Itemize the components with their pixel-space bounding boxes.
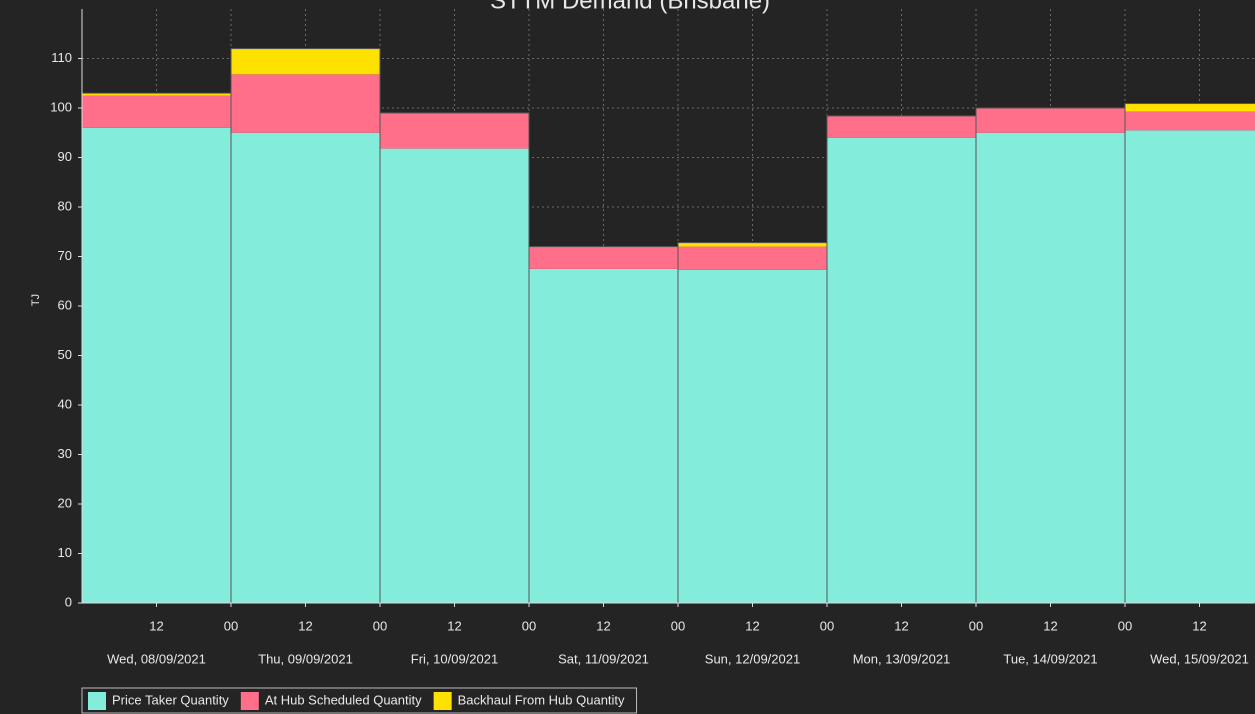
x-tick-label: 12 — [447, 618, 461, 633]
bar-segment — [82, 93, 231, 96]
bar-segment — [380, 112, 529, 149]
x-tick-label: 00 — [969, 618, 983, 633]
y-tick-label: 60 — [58, 297, 72, 312]
x-tick-label: 12 — [298, 618, 312, 633]
y-tick-label: 10 — [58, 545, 72, 560]
y-tick-label: 40 — [58, 396, 72, 411]
x-tick-label: 00 — [224, 618, 238, 633]
y-tick-label: 30 — [58, 446, 72, 461]
x-tick-label: 00 — [522, 618, 536, 633]
y-tick-label: 0 — [65, 594, 72, 609]
chart-title: STTM Demand (Brisbane) — [490, 0, 770, 14]
bar-segment — [1125, 111, 1255, 131]
y-tick-label: 50 — [58, 347, 72, 362]
x-tick-label: 00 — [671, 618, 685, 633]
bar-segment — [976, 132, 1125, 603]
bar-segment — [827, 115, 976, 138]
x-tick-label: 00 — [1118, 618, 1132, 633]
legend-swatch — [88, 692, 106, 710]
bar-segment — [1125, 103, 1255, 112]
legend-box — [81, 687, 638, 714]
x-category-label: Fri, 10/09/2021 — [411, 651, 498, 666]
bar-segment — [380, 148, 529, 603]
x-tick-label: 00 — [373, 618, 387, 633]
bar-segment — [678, 269, 827, 603]
x-tick-label: 00 — [820, 618, 834, 633]
bar-segment — [82, 95, 231, 128]
bar-segment — [976, 108, 1125, 133]
x-category-label: Tue, 14/09/2021 — [1003, 651, 1097, 666]
x-category-label: Wed, 15/09/2021 — [1150, 651, 1249, 666]
legend-swatch — [240, 692, 259, 710]
bar-segment — [678, 242, 827, 247]
legend-swatch — [433, 692, 452, 710]
y-tick-label: 20 — [58, 495, 72, 510]
legend-label: At Hub Scheduled Quantity — [265, 692, 422, 707]
x-tick-label: 12 — [149, 618, 163, 633]
x-category-label: Wed, 08/09/2021 — [107, 651, 206, 666]
bar-segment — [529, 246, 678, 269]
x-category-label: Sun, 12/09/2021 — [705, 651, 800, 666]
bar-segment — [82, 127, 231, 604]
bar-segment — [529, 268, 678, 603]
legend-label: Backhaul From Hub Quantity — [458, 692, 625, 707]
y-tick-label: 90 — [58, 149, 72, 164]
bar-segment — [231, 74, 380, 133]
legend: Price Taker Quantity At Hub Scheduled Qua… — [81, 687, 638, 714]
x-tick-label: 12 — [745, 618, 759, 633]
axes: 0 10 20 30 40 50 60 70 80 90 100 110 12 00 12 00 12 00 12 0… — [50, 9, 1255, 666]
x-tick-label: 12 — [894, 618, 908, 633]
plot-area — [82, 9, 1255, 604]
x-tick-label: 12 — [1043, 618, 1057, 633]
legend-label: Price Taker Quantity — [112, 692, 229, 707]
x-category-label: Sat, 11/09/2021 — [558, 651, 649, 666]
y-tick-label: 110 — [51, 50, 72, 65]
bar-segment — [1125, 130, 1255, 603]
bar-segment — [231, 132, 380, 603]
x-category-label: Mon, 13/09/2021 — [853, 651, 951, 666]
y-tick-label: 70 — [58, 248, 72, 263]
y-tick-label: 80 — [58, 198, 72, 213]
bar-segment — [231, 48, 380, 75]
y-tick-label: 100 — [50, 99, 72, 114]
y-axis-label: TJ — [30, 294, 42, 306]
bar-segment — [678, 246, 827, 270]
x-tick-label: 12 — [596, 618, 610, 633]
x-category-label: Thu, 09/09/2021 — [258, 651, 353, 666]
bar-segment — [827, 137, 976, 603]
x-tick-label: 12 — [1192, 618, 1206, 633]
